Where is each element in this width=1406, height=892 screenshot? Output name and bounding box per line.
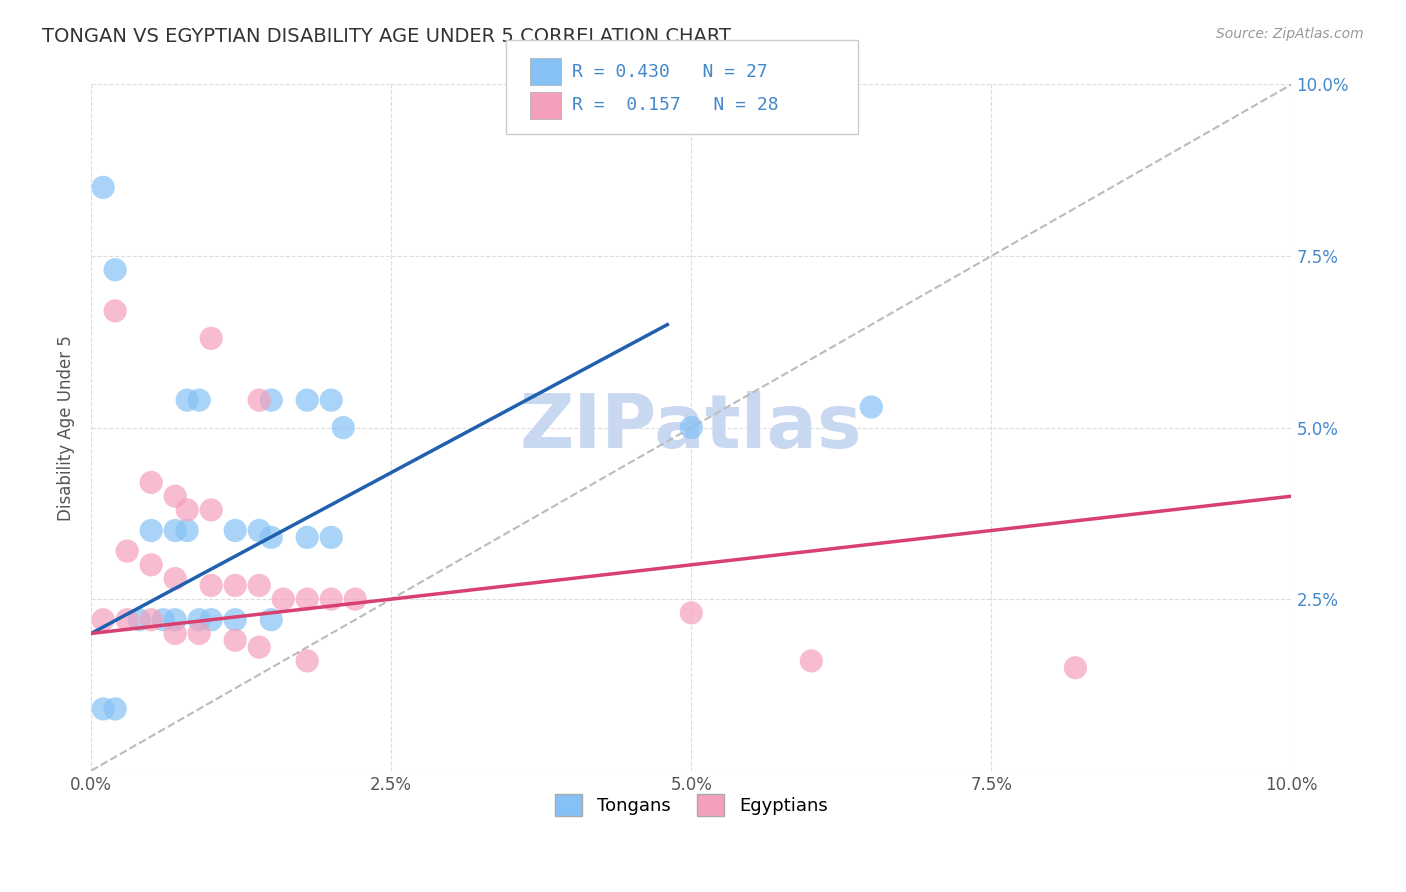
- Point: [152, 613, 174, 627]
- Point: [188, 613, 211, 627]
- Point: [295, 530, 318, 544]
- Point: [247, 640, 270, 655]
- Point: [128, 613, 150, 627]
- Point: [141, 475, 163, 490]
- Text: TONGAN VS EGYPTIAN DISABILITY AGE UNDER 5 CORRELATION CHART: TONGAN VS EGYPTIAN DISABILITY AGE UNDER …: [42, 27, 731, 45]
- Point: [681, 420, 703, 434]
- Point: [141, 524, 163, 538]
- Point: [295, 393, 318, 408]
- Text: Source: ZipAtlas.com: Source: ZipAtlas.com: [1216, 27, 1364, 41]
- Point: [104, 304, 127, 318]
- Point: [91, 180, 114, 194]
- Point: [115, 613, 138, 627]
- Point: [271, 592, 294, 607]
- Point: [200, 331, 222, 345]
- Point: [165, 572, 187, 586]
- Point: [681, 606, 703, 620]
- Point: [200, 613, 222, 627]
- Text: R =  0.157   N = 28: R = 0.157 N = 28: [572, 96, 779, 114]
- Point: [165, 613, 187, 627]
- Point: [91, 613, 114, 627]
- Point: [260, 613, 283, 627]
- Point: [115, 544, 138, 558]
- Point: [188, 393, 211, 408]
- Point: [224, 613, 246, 627]
- Legend: Tongans, Egyptians: Tongans, Egyptians: [548, 787, 835, 823]
- Point: [200, 578, 222, 592]
- Point: [800, 654, 823, 668]
- Point: [176, 503, 198, 517]
- Point: [104, 702, 127, 716]
- Point: [224, 578, 246, 592]
- Point: [176, 524, 198, 538]
- Point: [260, 393, 283, 408]
- Point: [321, 592, 343, 607]
- Point: [1064, 661, 1087, 675]
- Point: [295, 654, 318, 668]
- Point: [200, 503, 222, 517]
- Point: [176, 393, 198, 408]
- Point: [860, 400, 883, 414]
- Point: [104, 262, 127, 277]
- Point: [141, 558, 163, 572]
- Point: [224, 633, 246, 648]
- Point: [295, 592, 318, 607]
- Point: [188, 626, 211, 640]
- Point: [332, 420, 354, 434]
- Point: [224, 524, 246, 538]
- Point: [247, 578, 270, 592]
- Y-axis label: Disability Age Under 5: Disability Age Under 5: [58, 334, 75, 521]
- Point: [260, 530, 283, 544]
- Point: [165, 489, 187, 503]
- Point: [165, 626, 187, 640]
- Point: [141, 613, 163, 627]
- Point: [321, 530, 343, 544]
- Point: [247, 524, 270, 538]
- Point: [91, 702, 114, 716]
- Point: [344, 592, 367, 607]
- Text: ZIPatlas: ZIPatlas: [520, 391, 863, 464]
- Point: [321, 393, 343, 408]
- Point: [247, 393, 270, 408]
- Point: [165, 524, 187, 538]
- Text: R = 0.430   N = 27: R = 0.430 N = 27: [572, 62, 768, 80]
